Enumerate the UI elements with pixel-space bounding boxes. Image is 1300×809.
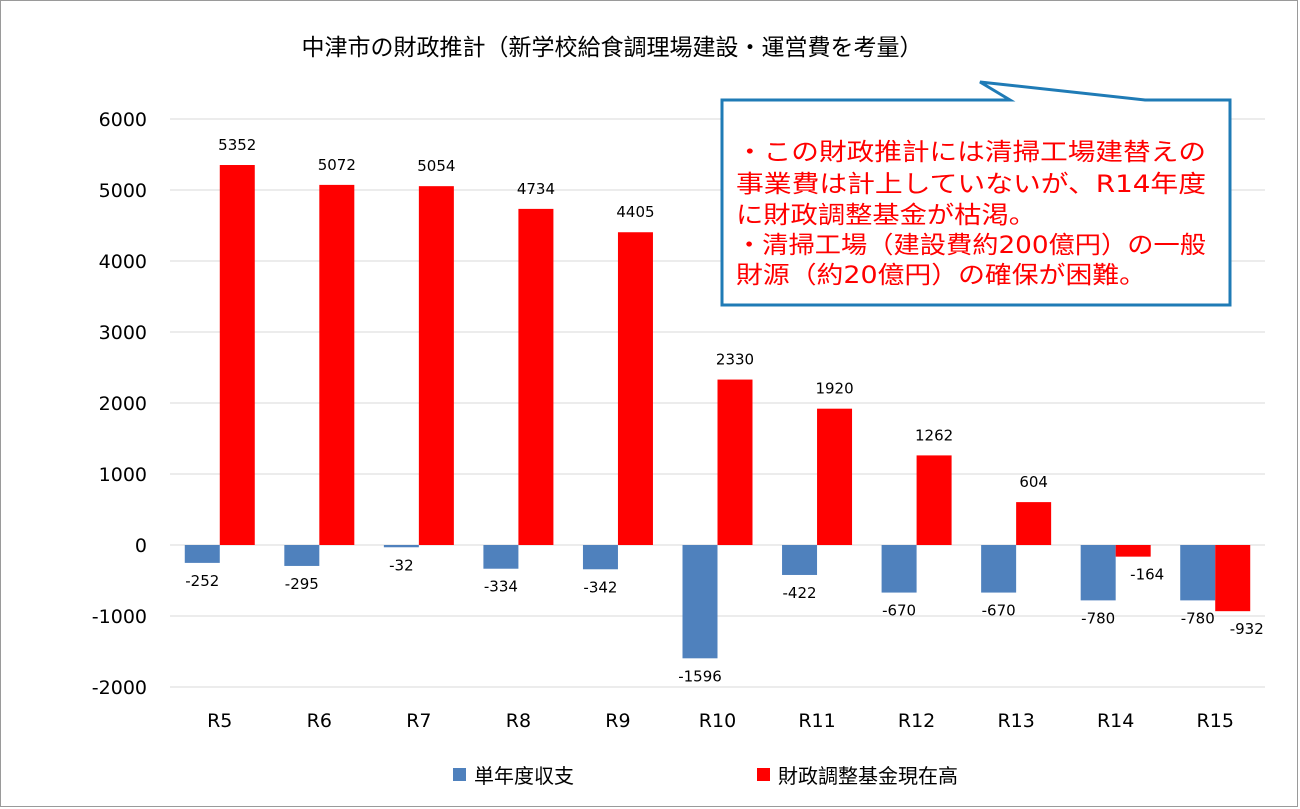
annotation-callout: ・この財政推計には清掃工場建替えの事業費は計上していないが、R14年度に財政調整… xyxy=(720,80,1232,307)
x-category-label: R15 xyxy=(1197,710,1234,732)
data-label: -334 xyxy=(484,578,518,596)
data-label: -932 xyxy=(1230,620,1264,638)
data-label: 5352 xyxy=(218,136,256,154)
x-category-label: R12 xyxy=(898,710,935,732)
callout-line: に財政調整基金が枯渇。 xyxy=(736,201,1036,229)
data-label: 604 xyxy=(1019,473,1048,491)
legend-label: 財政調整基金現在高 xyxy=(778,764,958,788)
y-tick-label: 0 xyxy=(135,535,147,557)
data-label: -1596 xyxy=(678,667,722,685)
legend: 単年度収支 財政調整基金現在高 xyxy=(453,764,958,788)
legend-swatch xyxy=(757,768,770,781)
bar-balance-R8 xyxy=(483,545,519,569)
bar-balance-R5 xyxy=(184,545,220,563)
x-category-label: R9 xyxy=(605,710,630,732)
bar-fund-R13 xyxy=(1016,502,1052,545)
bar-fund-R8 xyxy=(518,208,554,546)
y-tick-label: -1000 xyxy=(92,606,147,628)
bar-fund-R14 xyxy=(1115,545,1151,557)
legend-label: 単年度収支 xyxy=(474,764,574,788)
bar-balance-R10 xyxy=(682,545,718,659)
x-category-label: R13 xyxy=(997,710,1034,732)
data-label: 5072 xyxy=(318,156,356,174)
bar-balance-R6 xyxy=(284,545,320,566)
bar-balance-R15 xyxy=(1180,545,1216,601)
bar-balance-R11 xyxy=(782,545,818,575)
bar-balance-R9 xyxy=(582,545,618,570)
bar-balance-R14 xyxy=(1080,545,1116,601)
callout-line: ・清掃工場（建設費約200億円）の一般 xyxy=(736,231,1206,259)
callout-box xyxy=(720,80,1232,307)
y-tick-label: 5000 xyxy=(99,180,147,202)
data-label: 1920 xyxy=(815,380,853,398)
x-category-label: R10 xyxy=(699,710,736,732)
bar-balance-R7 xyxy=(383,545,419,548)
bar-balance-R12 xyxy=(881,545,917,593)
legend-swatch xyxy=(453,768,466,781)
y-tick-label: 1000 xyxy=(99,464,147,486)
data-label: -252 xyxy=(185,572,219,590)
data-label: -780 xyxy=(1181,609,1215,627)
chart-title: 中津市の財政推計（新学校給食調理場建設・運営費を考量） xyxy=(302,35,923,61)
bar-fund-R5 xyxy=(219,165,255,545)
callout-line: ・この財政推計には清掃工場建替えの xyxy=(736,138,1206,166)
data-labels: -252 5352 -295 5072 -32 5054 -334 4734 -342 4405 -… xyxy=(185,136,1264,685)
callout-line: 財源（約20億円）の確保が困難。 xyxy=(736,261,1146,289)
data-label: 4734 xyxy=(517,180,555,198)
bar-fund-R12 xyxy=(916,455,952,545)
data-label: 1262 xyxy=(915,426,953,444)
y-tick-label: 3000 xyxy=(99,322,147,344)
y-tick-label: 6000 xyxy=(99,109,147,131)
data-label: -670 xyxy=(882,602,916,620)
bar-fund-R9 xyxy=(617,232,653,545)
data-label: -342 xyxy=(583,578,617,596)
data-label: -32 xyxy=(389,556,414,574)
bars xyxy=(184,165,1251,659)
data-label: -422 xyxy=(783,584,817,602)
y-tick-label: 2000 xyxy=(99,393,147,415)
data-label: -295 xyxy=(285,575,319,593)
bar-fund-R15 xyxy=(1215,545,1251,612)
x-category-label: R11 xyxy=(798,710,835,732)
x-category-label: R8 xyxy=(506,710,531,732)
x-axis-categories: R5 R6 R7 R8 R9 R10 R11 R12 R13 R14 R15 xyxy=(207,710,1234,732)
x-category-label: R5 xyxy=(207,710,232,732)
bar-fund-R11 xyxy=(817,408,853,545)
y-tick-label: 4000 xyxy=(99,251,147,273)
x-category-label: R7 xyxy=(406,710,431,732)
x-category-label: R6 xyxy=(307,710,332,732)
callout-line: 事業費は計上していないが、R14年度 xyxy=(736,170,1206,198)
data-label: 2330 xyxy=(716,351,754,369)
bar-fund-R7 xyxy=(418,186,454,545)
bar-balance-R13 xyxy=(981,545,1017,593)
data-label: -164 xyxy=(1130,566,1164,584)
callout-text: ・この財政推計には清掃工場建替えの事業費は計上していないが、R14年度に財政調整… xyxy=(736,138,1206,289)
data-label: -670 xyxy=(982,602,1016,620)
data-label: -780 xyxy=(1081,609,1115,627)
data-label: 4405 xyxy=(616,203,654,221)
y-axis-ticks: 6000 5000 4000 3000 2000 1000 0 -1000 -2000 xyxy=(92,109,147,699)
bar-fund-R6 xyxy=(319,184,355,545)
x-category-label: R14 xyxy=(1097,710,1134,732)
y-tick-label: -2000 xyxy=(92,677,147,699)
data-label: 5054 xyxy=(417,157,455,175)
bar-fund-R10 xyxy=(717,379,753,545)
